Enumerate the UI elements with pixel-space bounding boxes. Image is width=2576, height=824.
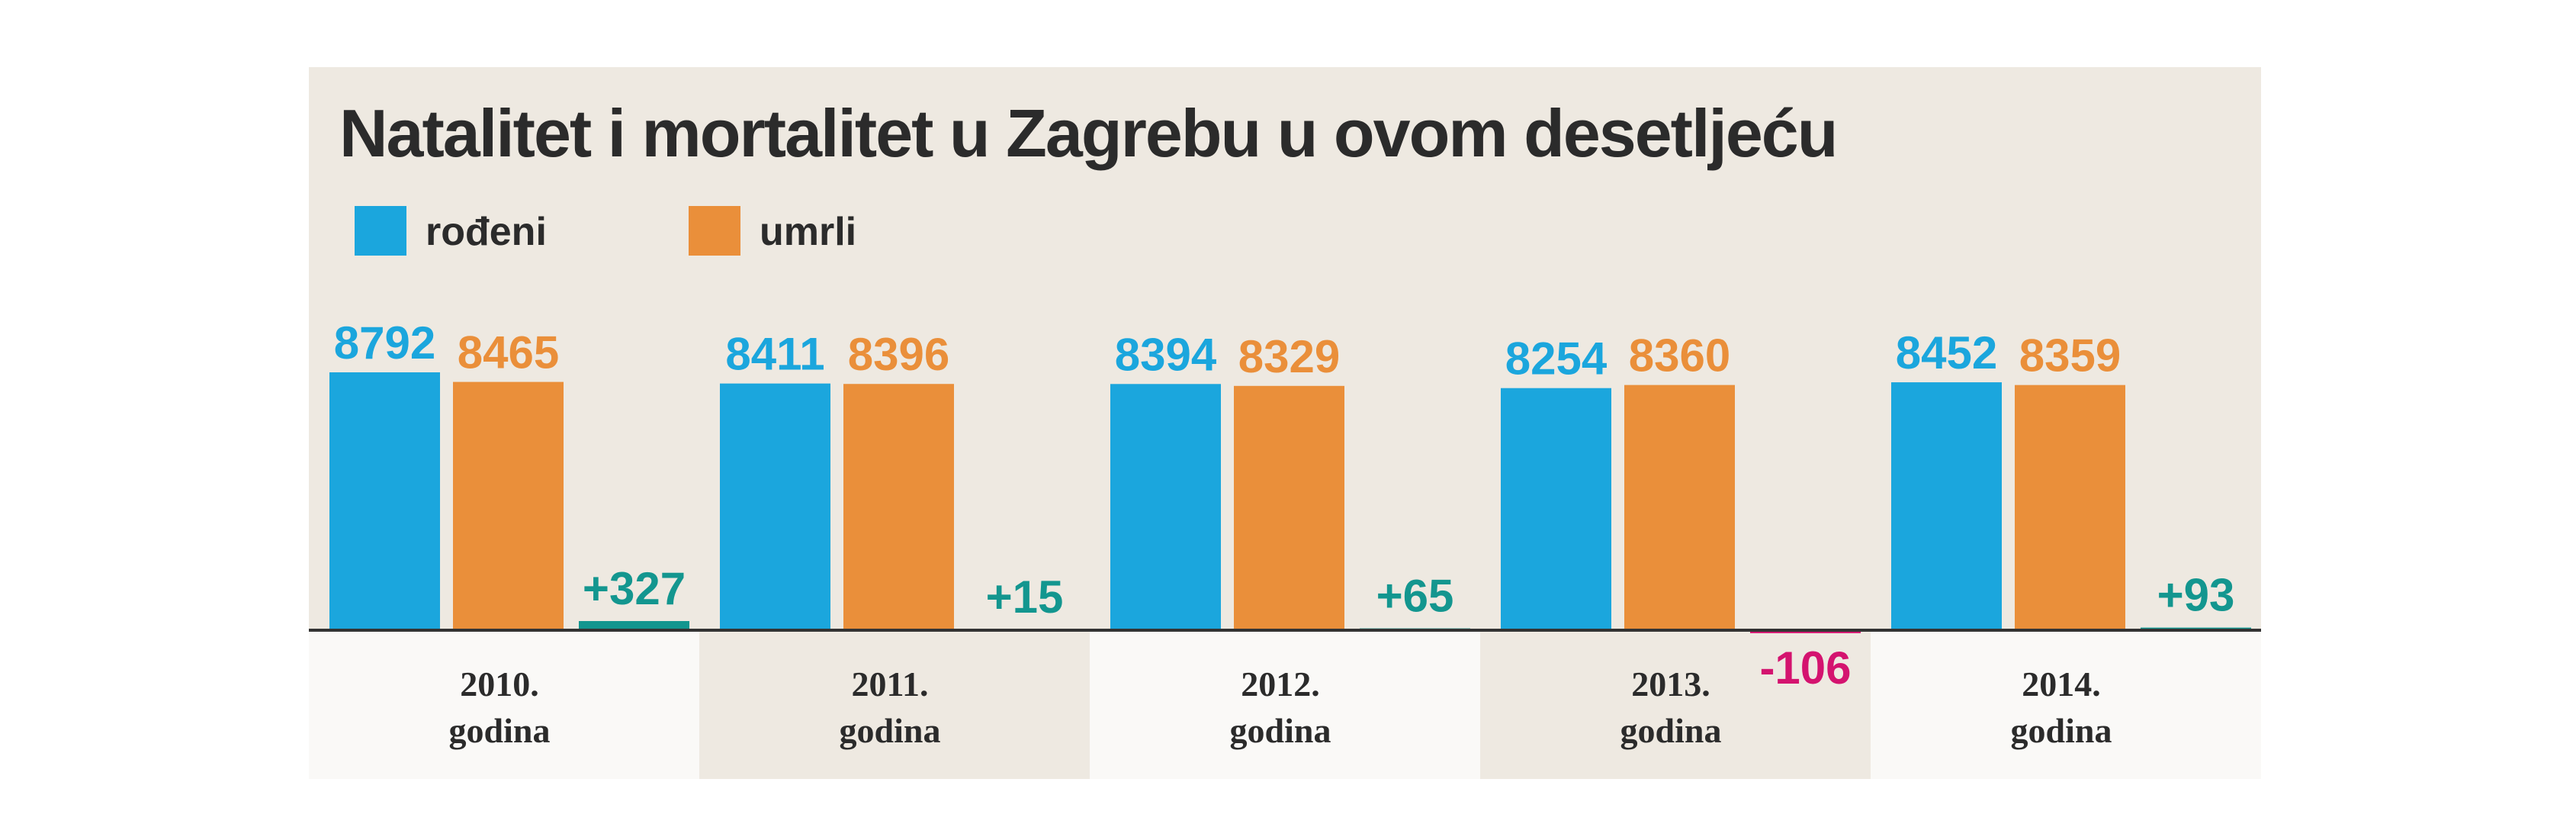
category-band — [309, 632, 699, 779]
bar-died — [843, 384, 954, 630]
bar-died — [2015, 385, 2125, 630]
data-label-born: 8792 — [334, 317, 435, 369]
data-label-born: 8394 — [1115, 329, 1217, 380]
bar-difference — [579, 621, 689, 630]
category-band — [1090, 632, 1480, 779]
data-label-died: 8465 — [458, 327, 559, 378]
chart-title: Natalitet i mortalitet u Zagrebu u ovom … — [339, 95, 1837, 171]
category-label-year: 2011. — [852, 665, 929, 703]
difference-label: +327 — [583, 563, 686, 614]
difference-label: -106 — [1759, 642, 1851, 694]
data-label-died: 8329 — [1238, 331, 1340, 382]
value-labels: 8792 8465 +327 8411 8396 +15 8394 8329 +65 8254 83… — [334, 317, 2235, 694]
bars — [329, 372, 2251, 633]
category-label-word: godina — [2011, 711, 2112, 750]
legend-swatch-died — [689, 206, 740, 256]
bar-born — [1501, 388, 1611, 630]
category-band — [1871, 632, 2261, 779]
legend: rođeni umrli — [355, 206, 856, 256]
category-label-year: 2012. — [1241, 665, 1320, 703]
data-label-died: 8396 — [848, 329, 949, 380]
category-label-year: 2013. — [1631, 665, 1710, 703]
legend-label-died: umrli — [760, 210, 856, 254]
bar-born — [329, 372, 440, 630]
bar-died — [1624, 385, 1735, 630]
category-label-word: godina — [1620, 711, 1722, 750]
bar-born — [1110, 384, 1221, 630]
data-label-born: 8452 — [1896, 327, 1997, 378]
data-label-died: 8360 — [1629, 330, 1730, 381]
data-label-born: 8254 — [1505, 333, 1608, 385]
category-label-year: 2010. — [460, 665, 539, 703]
category-labels: 2010. godina 2011. godina 2012. godina 2013. go… — [449, 665, 2112, 750]
difference-label: +15 — [986, 571, 1064, 623]
legend-swatch-born — [355, 206, 406, 256]
legend-label-born: rođeni — [426, 210, 547, 254]
bar-born — [1891, 382, 2002, 630]
category-label-word: godina — [840, 711, 941, 750]
data-label-died: 8359 — [2019, 330, 2121, 381]
difference-label: +65 — [1376, 571, 1454, 622]
difference-label: +93 — [2157, 570, 2235, 621]
category-label-word: godina — [449, 711, 551, 750]
category-bands — [309, 632, 2261, 779]
bar-died — [1234, 385, 1344, 630]
data-label-born: 8411 — [725, 329, 824, 380]
bar-died — [453, 381, 564, 630]
bar-born — [720, 383, 830, 630]
category-label-year: 2014. — [2022, 665, 2101, 703]
category-label-word: godina — [1230, 711, 1331, 750]
